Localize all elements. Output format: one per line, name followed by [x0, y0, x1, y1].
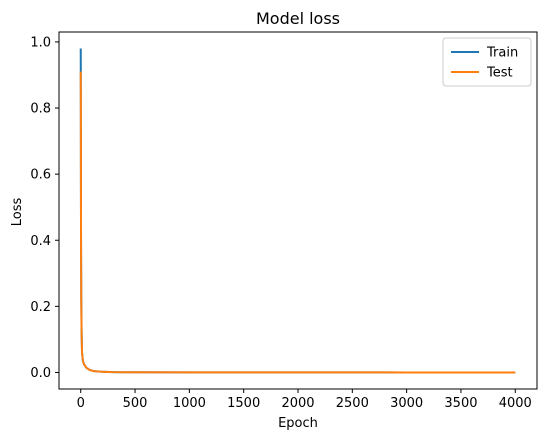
y-axis-label: Loss: [10, 198, 25, 227]
legend: Train Test: [442, 37, 532, 87]
x-tick-label: 4000: [499, 396, 532, 411]
x-tick-label: 1000: [173, 396, 206, 411]
x-axis: 0 500 1000 1500 2000 2500 3000 3500 4000: [77, 389, 532, 411]
x-tick-label: 2500: [336, 396, 369, 411]
plot-area: [79, 48, 516, 374]
series-line-train: [79, 48, 516, 374]
x-tick-label: 1500: [227, 396, 260, 411]
y-tick-label: 0.0: [30, 366, 51, 381]
legend-label-train: Train: [486, 46, 518, 61]
x-tick-label: 0: [77, 396, 85, 411]
y-tick-label: 0.8: [30, 102, 51, 117]
x-axis-label: Epoch: [278, 416, 318, 431]
y-tick-label: 0.4: [30, 234, 51, 249]
x-tick-label: 3000: [390, 396, 423, 411]
series-line-test: [79, 71, 516, 374]
x-tick-label: 2000: [281, 396, 314, 411]
y-tick-label: 0.2: [30, 300, 51, 315]
x-tick-label: 500: [123, 396, 148, 411]
legend-box: [442, 37, 532, 87]
y-tick-label: 0.6: [30, 168, 51, 183]
x-tick-label: 3500: [444, 396, 477, 411]
chart-title: Model loss: [256, 9, 340, 28]
y-axis: 0.0 0.2 0.4 0.6 0.8 1.0: [30, 35, 59, 381]
y-tick-label: 1.0: [30, 35, 51, 50]
legend-label-test: Test: [486, 66, 513, 81]
